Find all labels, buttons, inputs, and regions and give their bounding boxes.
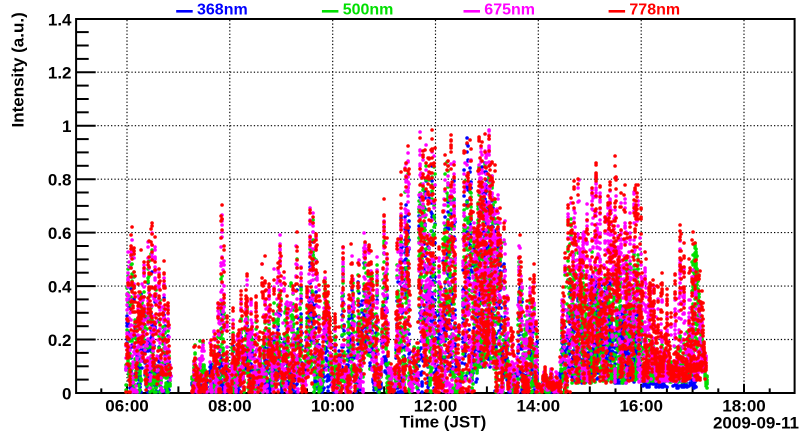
svg-text:18:00: 18:00 <box>722 397 765 416</box>
svg-text:0.6: 0.6 <box>48 224 72 243</box>
svg-text:368nm: 368nm <box>197 2 248 19</box>
svg-text:500nm: 500nm <box>343 2 394 19</box>
svg-text:0: 0 <box>62 385 71 404</box>
svg-text:778nm: 778nm <box>629 2 680 19</box>
svg-text:1: 1 <box>62 117 71 136</box>
svg-text:12:00: 12:00 <box>414 397 457 416</box>
svg-text:16:00: 16:00 <box>619 397 662 416</box>
svg-text:0.2: 0.2 <box>48 331 72 350</box>
svg-text:08:00: 08:00 <box>208 397 251 416</box>
svg-text:2009-09-11: 2009-09-11 <box>713 414 799 433</box>
svg-text:Intensity (a.u.): Intensity (a.u.) <box>9 12 28 127</box>
svg-text:10:00: 10:00 <box>311 397 354 416</box>
svg-text:Time (JST): Time (JST) <box>400 413 487 432</box>
svg-text:1.4: 1.4 <box>48 10 72 29</box>
svg-text:0.8: 0.8 <box>48 171 72 190</box>
svg-text:675nm: 675nm <box>484 2 535 19</box>
svg-text:0.4: 0.4 <box>48 278 72 297</box>
svg-text:06:00: 06:00 <box>105 397 148 416</box>
svg-text:1.2: 1.2 <box>48 64 72 83</box>
svg-text:14:00: 14:00 <box>517 397 560 416</box>
